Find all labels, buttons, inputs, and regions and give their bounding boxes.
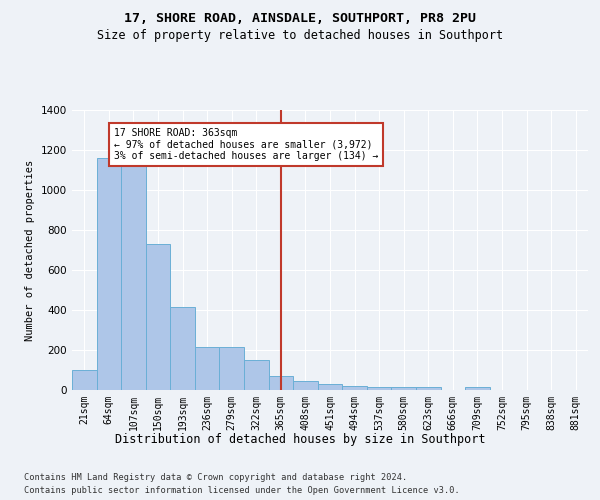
Bar bbox=[195, 347, 220, 390]
Bar bbox=[416, 388, 440, 390]
Bar bbox=[367, 388, 391, 390]
Text: Distribution of detached houses by size in Southport: Distribution of detached houses by size … bbox=[115, 432, 485, 446]
Bar bbox=[391, 388, 416, 390]
Bar bbox=[97, 158, 121, 390]
Bar bbox=[342, 386, 367, 390]
Text: Contains public sector information licensed under the Open Government Licence v3: Contains public sector information licen… bbox=[24, 486, 460, 495]
Bar bbox=[269, 376, 293, 390]
Bar bbox=[244, 360, 269, 390]
Text: 17 SHORE ROAD: 363sqm
← 97% of detached houses are smaller (3,972)
3% of semi-de: 17 SHORE ROAD: 363sqm ← 97% of detached … bbox=[114, 128, 378, 161]
Text: 17, SHORE ROAD, AINSDALE, SOUTHPORT, PR8 2PU: 17, SHORE ROAD, AINSDALE, SOUTHPORT, PR8… bbox=[124, 12, 476, 26]
Bar bbox=[170, 307, 195, 390]
Bar bbox=[465, 388, 490, 390]
Text: Size of property relative to detached houses in Southport: Size of property relative to detached ho… bbox=[97, 29, 503, 42]
Bar bbox=[121, 159, 146, 390]
Bar bbox=[220, 347, 244, 390]
Bar bbox=[293, 381, 318, 390]
Bar bbox=[146, 244, 170, 390]
Text: Contains HM Land Registry data © Crown copyright and database right 2024.: Contains HM Land Registry data © Crown c… bbox=[24, 472, 407, 482]
Bar bbox=[72, 370, 97, 390]
Y-axis label: Number of detached properties: Number of detached properties bbox=[25, 160, 35, 340]
Bar bbox=[318, 384, 342, 390]
